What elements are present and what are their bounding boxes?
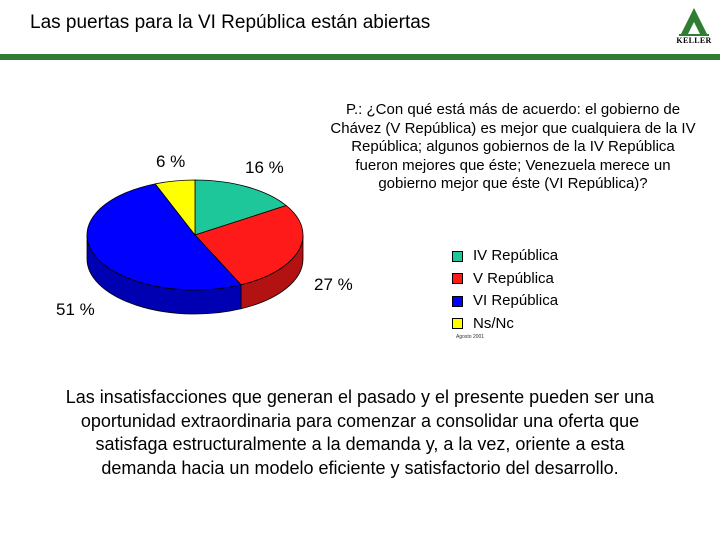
slice-label-iv-republica: 16 % xyxy=(245,158,284,177)
legend-item-v-republica: V República xyxy=(452,268,558,291)
chart-legend: IV República V República VI República Ns… xyxy=(452,245,558,335)
legend-label: VI República xyxy=(473,292,559,309)
legend-label: IV República xyxy=(473,247,559,264)
legend-swatch xyxy=(452,273,463,285)
survey-question: P.: ¿Con qué está más de acuerdo: el gob… xyxy=(330,101,696,192)
pie-slice-v-rep-blica xyxy=(194,205,304,286)
legend-item-vi-republica: VI República xyxy=(452,290,558,313)
slice-label-ns-nc: 6 % xyxy=(156,152,186,171)
conclusion-text: Las insatisfacciones que generan el pasa… xyxy=(65,387,655,478)
legend-item-iv-republica: IV República xyxy=(452,245,558,268)
pie-slice-iv-rep-blica xyxy=(194,179,288,236)
pie-slices xyxy=(86,179,304,291)
slice-label-v-republica: 27 % xyxy=(314,275,353,294)
page-title: Las puertas para la VI República están a… xyxy=(30,12,431,33)
legend-swatch xyxy=(452,295,463,307)
title-divider xyxy=(0,54,720,60)
legend-label: Ns/Nc xyxy=(473,314,514,332)
legend-swatch xyxy=(452,250,463,262)
pie-slice-vi-rep-blica xyxy=(86,183,242,291)
pie-slice-ns-nc xyxy=(154,179,196,237)
slice-label-vi-republica: 51 % xyxy=(56,300,95,319)
keller-logo-icon xyxy=(679,8,709,36)
legend-swatch xyxy=(452,318,463,330)
logo-text: KELLER xyxy=(676,36,712,45)
legend-item-ns-nc: Ns/Nc xyxy=(452,313,558,336)
survey-date: Agosto 2001 xyxy=(456,334,485,340)
legend-label: V República xyxy=(473,269,554,287)
